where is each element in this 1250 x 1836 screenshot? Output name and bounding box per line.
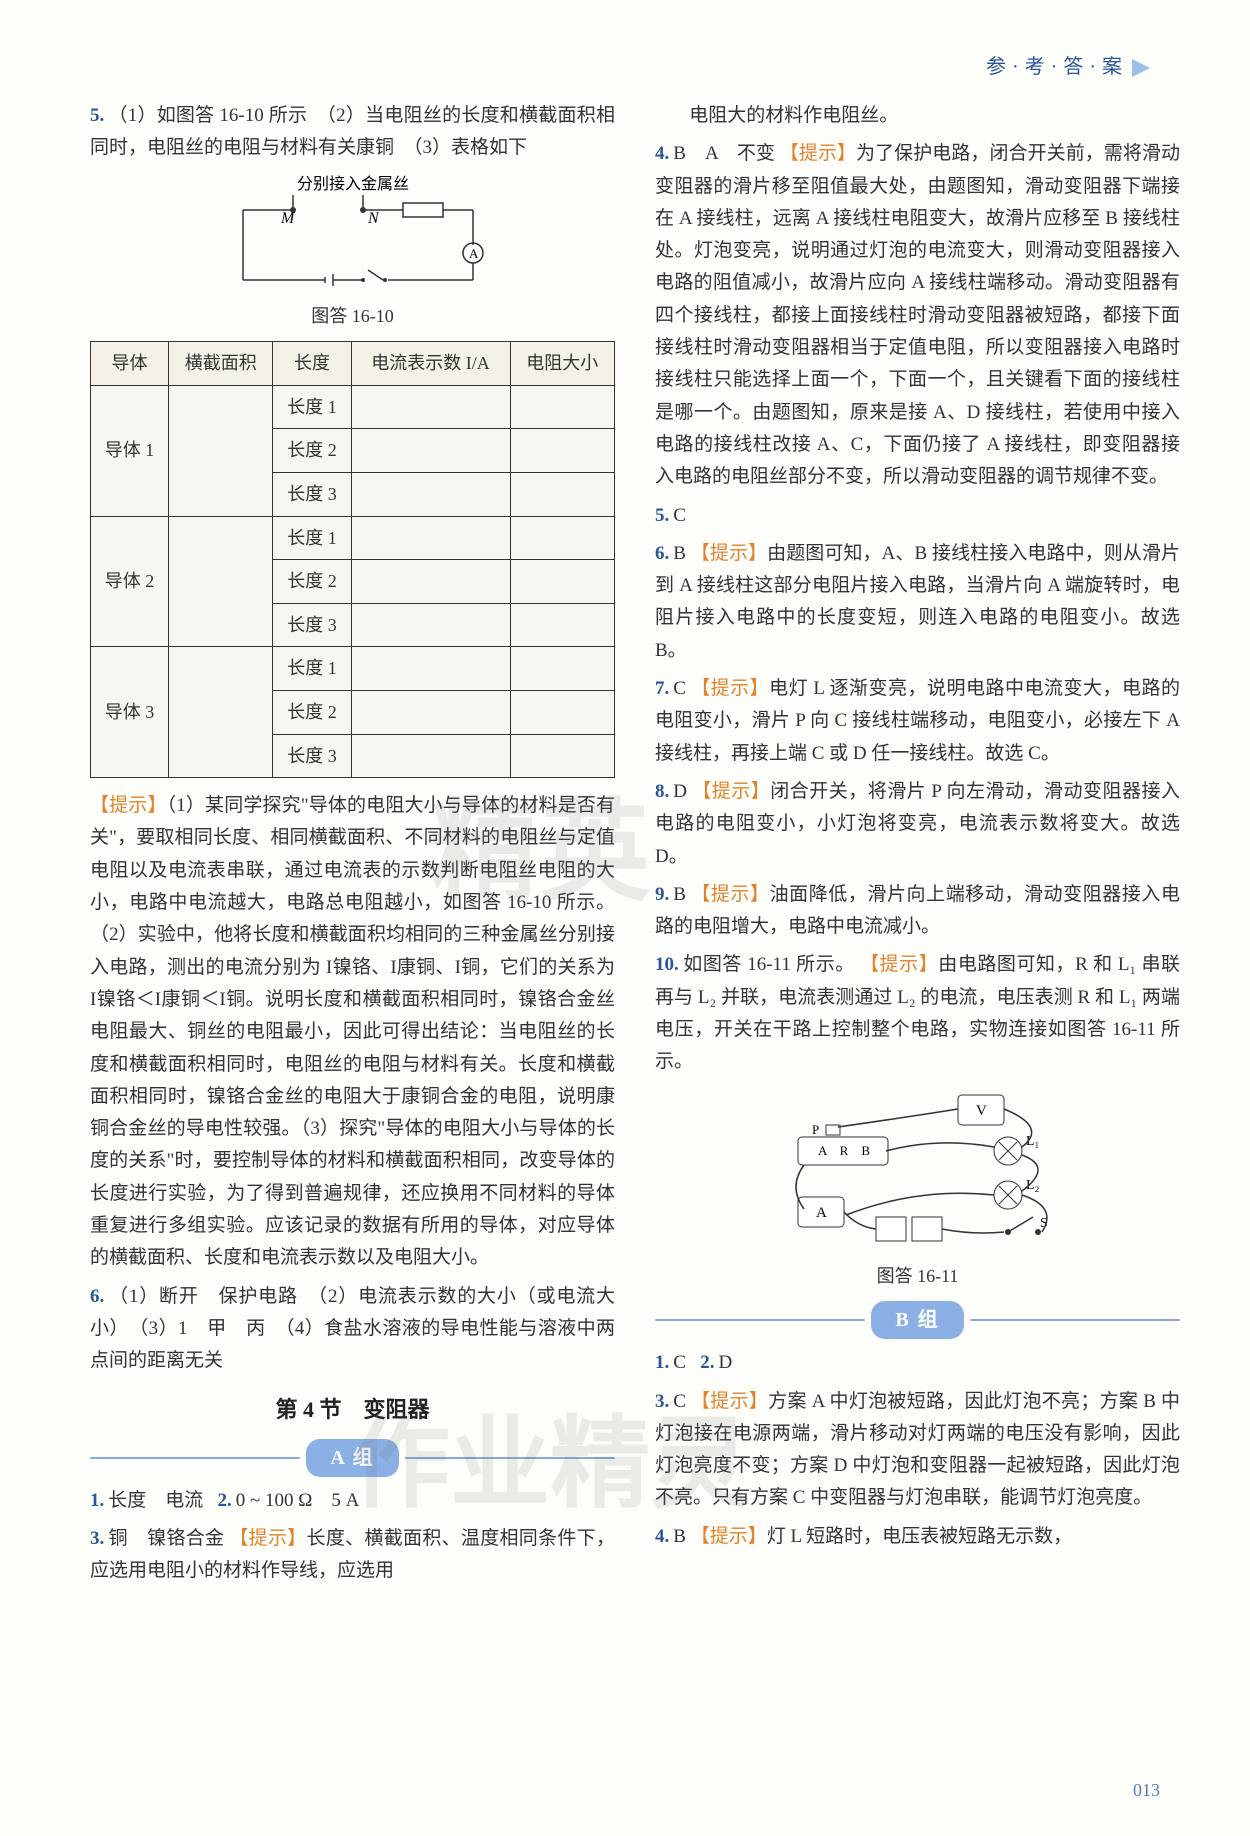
question-number: 9.: [655, 884, 669, 905]
question-number: 10.: [655, 954, 679, 975]
b4-text: 4.B 【提示】灯 L 短路时，电压表被短路无示数，: [655, 1521, 1180, 1553]
question-number: 7.: [655, 678, 669, 699]
q6-text: 6.（1）断开 保护电路 （2）电流表示数的大小（或电流大小） （3）1 甲 丙…: [90, 1281, 615, 1378]
svg-text:A R B: A R B: [818, 1143, 870, 1158]
q5-hint: 【提示】（1）某同学探究"导体的电阻大小与导体的材料是否有关"，要取相同长度、相…: [90, 790, 615, 1274]
left-column: 5.（1）如图答 16-10 所示 （2）当电阻丝的长度和横截面积相同时，电阻丝…: [90, 100, 615, 1594]
r-q10: 10.如图答 16-11 所示。 【提示】由电路图可知，R 和 L₁ 串联再与 …: [655, 949, 1180, 1078]
svg-text:N: N: [367, 210, 380, 227]
question-number: 3.: [90, 1528, 104, 1549]
question-number: 6.: [655, 543, 669, 564]
hint-label: 【提示】: [780, 143, 856, 164]
figure-caption: 图答 16-10: [90, 301, 615, 332]
a3-text: 3.铜 镍铬合金 【提示】长度、横截面积、温度相同条件下，应选用电阻小的材料作导…: [90, 1523, 615, 1588]
r-q5: 5.C: [655, 500, 1180, 532]
page-number: 013: [1133, 1775, 1160, 1806]
question-number: 8.: [655, 781, 669, 802]
question-number: 6.: [90, 1286, 104, 1307]
question-number: 5.: [655, 505, 669, 526]
hint-label: 【提示】: [691, 543, 767, 564]
hint-label: 【提示】: [691, 884, 769, 905]
table-header: 导体: [91, 342, 169, 386]
section-title: 第 4 节 变阻器: [90, 1391, 615, 1428]
table-header: 电阻大小: [510, 342, 614, 386]
header-label: 参·考·答·案: [986, 50, 1150, 84]
circuit-diagram-16-10: 分别接入金属丝 M N A: [213, 175, 493, 295]
content-columns: 5.（1）如图答 16-10 所示 （2）当电阻丝的长度和横截面积相同时，电阻丝…: [90, 100, 1180, 1594]
hint-label: 【提示】: [691, 1526, 767, 1547]
question-number: 2.: [218, 1490, 232, 1511]
table-header-row: 导体 横截面积 长度 电流表示数 I/A 电阻大小: [91, 342, 615, 386]
data-table: 导体 横截面积 长度 电流表示数 I/A 电阻大小 导体 1长度 1 长度 2 …: [90, 341, 615, 778]
question-number: 5.: [90, 105, 104, 126]
question-number: 4.: [655, 143, 669, 164]
group-pill: B 组: [871, 1301, 963, 1339]
question-number: 1.: [655, 1352, 669, 1373]
circuit-top-label: 分别接入金属丝: [296, 175, 408, 193]
r-q7: 7.C 【提示】电灯 L 逐渐变亮，说明电路中电流变大，电路的电阻变小，滑片 P…: [655, 673, 1180, 770]
r-q4: 4.B A 不变 【提示】为了保护电路，闭合开关前，需将滑动变阻器的滑片移至阻值…: [655, 138, 1180, 493]
group-a-heading: A 组: [90, 1439, 615, 1477]
divider-line: [405, 1457, 615, 1459]
svg-text:A: A: [816, 1205, 827, 1221]
r-q8: 8.D 【提示】闭合开关，将滑片 P 向左滑动，滑动变阻器接入电路的电阻变小，小…: [655, 776, 1180, 873]
b-row1: 1.C 2.D: [655, 1347, 1180, 1379]
question-number: 4.: [655, 1526, 669, 1547]
chevron-right-icon: [1132, 59, 1150, 77]
divider-line: [90, 1457, 300, 1459]
svg-text:P: P: [812, 1122, 819, 1137]
b3-text: 3.C 【提示】方案 A 中灯泡被短路，因此灯泡不亮；方案 B 中灯泡接在电源两…: [655, 1386, 1180, 1515]
table-header: 横截面积: [169, 342, 273, 386]
hint-label: 【提示】: [692, 781, 770, 802]
svg-text:A: A: [469, 246, 479, 261]
hint-label: 【提示】: [691, 1391, 768, 1412]
divider-line: [970, 1319, 1180, 1321]
figure-caption: 图答 16-11: [655, 1261, 1180, 1292]
q5-text: 5.（1）如图答 16-10 所示 （2）当电阻丝的长度和横截面积相同时，电阻丝…: [90, 100, 615, 165]
a1-text: 1.长度 电流 2.0 ~ 100 Ω 5 A: [90, 1485, 615, 1517]
r-q6: 6.B 【提示】由题图可知，A、B 接线柱接入电路中，则从滑片到 A 接线柱这部…: [655, 538, 1180, 667]
table-header: 长度: [273, 342, 351, 386]
r-q9: 9.B 【提示】油面降低，滑片向上端移动，滑动变阻器接入电路的电阻增大，电路中电…: [655, 879, 1180, 944]
hint-label: 【提示】: [691, 678, 769, 699]
svg-text:V: V: [976, 1103, 987, 1119]
question-number: 1.: [90, 1490, 104, 1511]
group-pill: A 组: [306, 1439, 398, 1477]
hint-label: 【提示】: [860, 954, 938, 975]
circuit-diagram-16-11: V A R B P L₁ L₂ A S: [758, 1087, 1078, 1257]
right-column: 电阻大的材料作电阻丝。 4.B A 不变 【提示】为了保护电路，闭合开关前，需将…: [655, 100, 1180, 1594]
svg-text:M: M: [280, 210, 296, 227]
divider-line: [655, 1319, 865, 1321]
group-b-heading: B 组: [655, 1301, 1180, 1339]
question-number: 3.: [655, 1391, 669, 1412]
hint-label: 【提示】: [229, 1528, 306, 1549]
cont-3: 电阻大的材料作电阻丝。: [655, 100, 1180, 132]
hint-label: 【提示】: [90, 795, 167, 816]
question-number: 2.: [700, 1352, 714, 1373]
table-header: 电流表示数 I/A: [351, 342, 510, 386]
